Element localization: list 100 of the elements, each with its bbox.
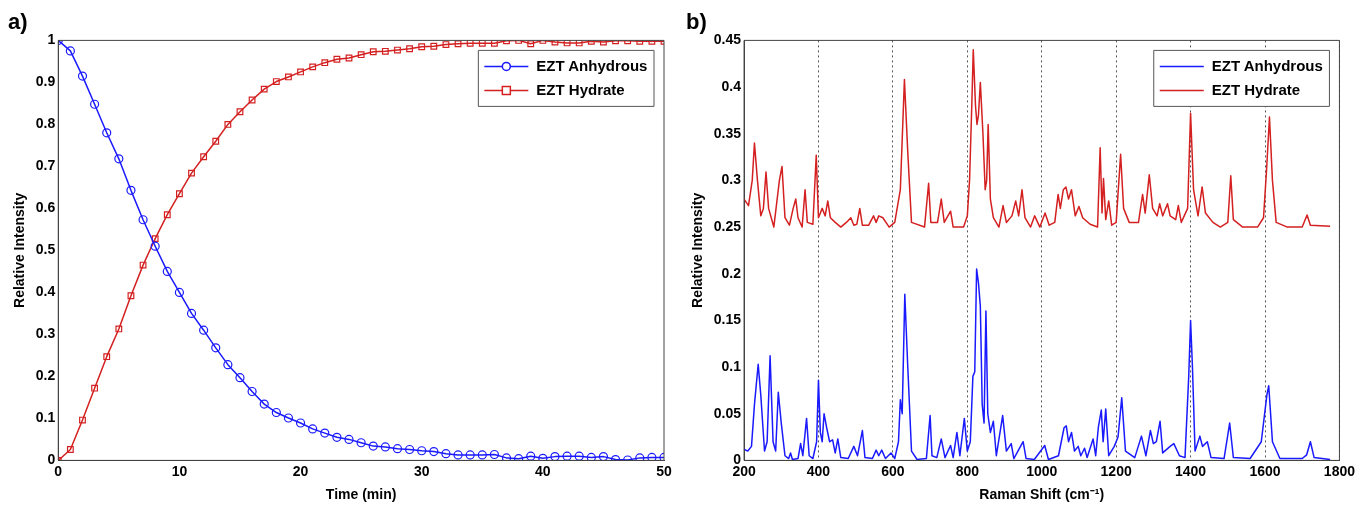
point (212, 137, 220, 145)
point (586, 452, 596, 461)
point (114, 154, 124, 164)
point (175, 190, 183, 198)
point (647, 452, 657, 461)
point (103, 353, 111, 361)
point (308, 424, 318, 434)
y-tick-label: 0.3 (721, 171, 742, 188)
point (392, 444, 403, 454)
point (236, 108, 244, 116)
point (465, 450, 475, 460)
point (127, 292, 135, 300)
legend-label: EZT Anhydrous (536, 56, 648, 74)
point (224, 120, 232, 128)
x-tick-label: 10 (171, 462, 188, 479)
point (174, 287, 185, 297)
y-tick-label: 0.15 (713, 311, 742, 328)
point (381, 47, 389, 55)
point (490, 40, 498, 47)
point (79, 416, 86, 424)
point (514, 454, 524, 461)
point (430, 42, 438, 50)
point (418, 43, 426, 51)
point (600, 40, 607, 46)
point (200, 153, 208, 161)
point (65, 46, 75, 56)
point (369, 48, 377, 56)
point (163, 211, 171, 219)
point (138, 215, 148, 225)
x-axis-title: Raman Shift (cm⁻¹) (979, 486, 1105, 503)
point (259, 399, 269, 409)
point (635, 453, 645, 461)
x-tick-label: 1000 (1026, 462, 1058, 479)
point (271, 407, 281, 418)
y-tick-label: 1 (47, 31, 56, 48)
x-tick-label: 600 (881, 462, 905, 479)
point (66, 446, 74, 453)
y-tick-label: 0.3 (35, 325, 56, 342)
point (150, 241, 160, 251)
point (162, 266, 172, 276)
y-tick-label: 0.1 (35, 409, 56, 426)
point (115, 325, 123, 333)
point (90, 99, 100, 109)
point (598, 452, 609, 461)
point (345, 54, 353, 62)
point (139, 261, 147, 269)
x-axis-title: Time (min) (325, 486, 397, 503)
point (562, 451, 572, 461)
y-tick-label: 0 (47, 451, 56, 468)
point (211, 343, 221, 353)
point (295, 418, 306, 428)
x-tick-label: 40 (535, 462, 551, 479)
point (429, 446, 439, 457)
x-tick-label: 1200 (1100, 462, 1132, 479)
point (248, 96, 256, 104)
y-tick-label: 0.25 (713, 217, 742, 234)
legend-label: EZT Hydrate (536, 80, 625, 98)
x-tick-label: 1800 (1323, 462, 1356, 479)
point (297, 68, 304, 76)
point (527, 40, 535, 48)
y-tick-label: 0.1 (721, 357, 742, 374)
point (489, 449, 499, 460)
point (526, 451, 536, 461)
y-tick-label: 0.7 (35, 157, 56, 174)
point (454, 40, 462, 48)
point (441, 449, 451, 459)
point (550, 452, 560, 461)
y-tick-label: 0.4 (721, 77, 742, 94)
y-tick-label: 0.35 (713, 124, 742, 141)
y-tick-label: 0.2 (721, 264, 742, 281)
legend-label: EZT Hydrate (1211, 80, 1301, 98)
point (394, 46, 401, 54)
point (538, 453, 548, 461)
point (406, 45, 414, 53)
point (404, 444, 415, 455)
x-tick-label: 1600 (1249, 462, 1281, 479)
point (247, 386, 257, 397)
point (417, 446, 427, 456)
point (151, 235, 159, 243)
x-tick-label: 20 (292, 462, 309, 479)
point (453, 450, 463, 460)
point (309, 63, 317, 71)
point (344, 434, 354, 444)
point (91, 384, 99, 392)
point (321, 59, 329, 67)
point (332, 432, 342, 442)
y-tick-label: 0.6 (35, 199, 56, 216)
point (235, 373, 245, 383)
point (466, 40, 474, 47)
y-axis-title: Relative Intensity (11, 192, 28, 308)
point (357, 51, 365, 59)
chart-title: a) (8, 9, 28, 35)
point (223, 360, 233, 370)
point (333, 55, 341, 63)
y-tick-label: 0.5 (35, 241, 56, 258)
point (477, 450, 487, 460)
y-axis-title: Relative Intensity (689, 192, 706, 308)
point (126, 185, 136, 195)
x-tick-label: 1400 (1175, 462, 1207, 479)
point (356, 438, 366, 448)
